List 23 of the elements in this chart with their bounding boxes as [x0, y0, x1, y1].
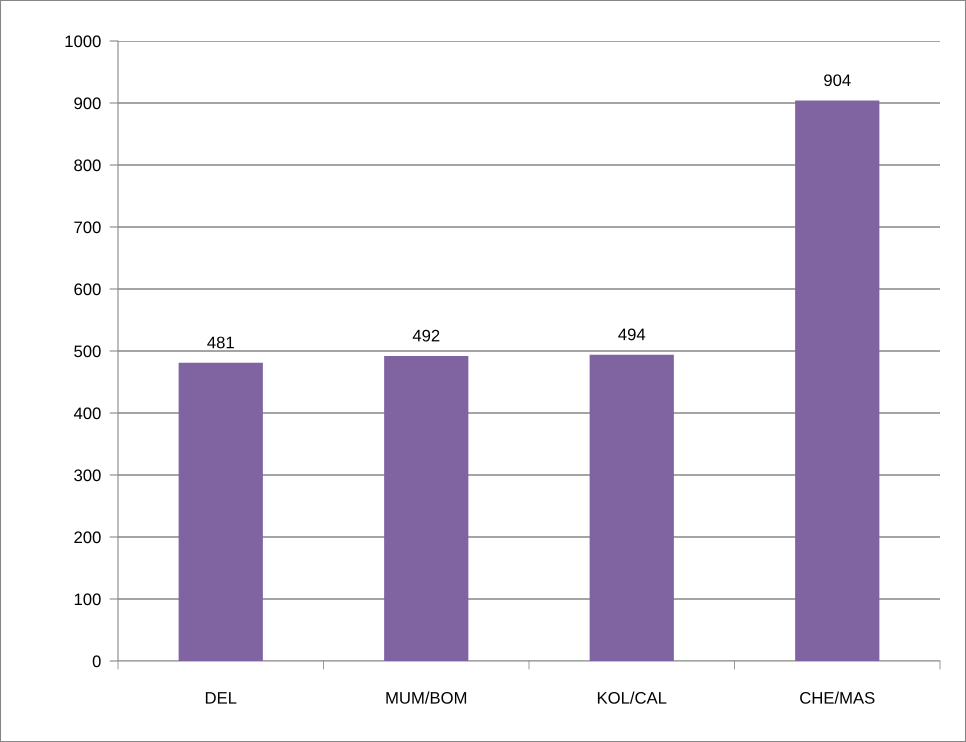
bar — [590, 354, 674, 661]
data-label: 494 — [618, 328, 646, 340]
y-tick-label: 400 — [74, 407, 101, 420]
y-tick-label: 1000 — [66, 35, 101, 48]
x-tick-label: MUM/BOM — [386, 692, 466, 704]
x-tick-label: KOL/CAL — [598, 692, 666, 704]
y-tick-label: 700 — [74, 221, 101, 234]
y-tick-label: 200 — [74, 531, 101, 544]
data-label: 481 — [207, 336, 234, 348]
x-tick-label: CHE/MAS — [800, 692, 874, 704]
data-label: 904 — [824, 74, 851, 86]
y-tick-label: 500 — [74, 345, 101, 358]
y-tick-label: 800 — [74, 159, 101, 172]
y-tick-label: 100 — [74, 593, 101, 606]
y-tick-label: 600 — [74, 283, 101, 296]
y-tick-label: 900 — [74, 97, 101, 110]
y-tick-label: 0 — [92, 655, 101, 668]
y-tick-label: 300 — [74, 469, 101, 482]
bar — [178, 362, 263, 661]
bar — [384, 356, 468, 661]
data-label: 492 — [412, 330, 440, 342]
bar — [795, 100, 880, 661]
x-tick-label: DEL — [206, 692, 236, 704]
